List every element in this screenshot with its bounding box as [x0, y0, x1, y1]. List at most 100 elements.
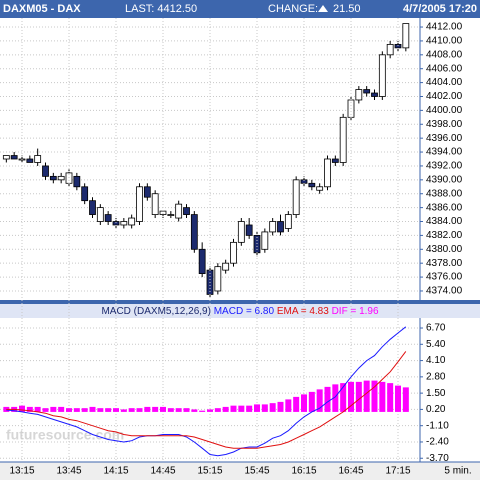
y-tick-label: 4398.00 — [426, 119, 463, 130]
change-value: 21.50 — [333, 3, 361, 15]
header-bar — [0, 0, 480, 18]
panel-divider — [0, 300, 480, 304]
candle-body — [331, 158, 339, 163]
histogram-bar — [97, 408, 104, 412]
candle-body — [316, 186, 324, 191]
candle-body — [284, 214, 292, 229]
histogram-bar — [120, 409, 127, 412]
y-tick-label: -1.10 — [426, 420, 449, 431]
candle-body — [253, 235, 261, 254]
histogram-bar — [199, 410, 206, 412]
y-tick-label: 4388.00 — [426, 188, 463, 199]
candle-body — [26, 158, 34, 163]
y-tick-label: 4378.00 — [426, 258, 463, 269]
x-tick-label: 14:45 — [150, 466, 175, 477]
y-tick-label: 4390.00 — [426, 174, 463, 185]
histogram-bar — [191, 409, 198, 412]
histogram-bar — [230, 405, 237, 412]
x-axis-bar — [0, 462, 480, 480]
candle-body — [104, 214, 112, 222]
legend-entry: EMA = 4.83 — [277, 306, 329, 317]
x-tick-label: 16:15 — [291, 466, 316, 477]
candle-body — [230, 241, 237, 264]
candle-body — [89, 200, 96, 215]
x-tick-label: 13:15 — [9, 466, 34, 477]
histogram-bar — [285, 399, 292, 412]
histogram-bar — [387, 383, 394, 412]
histogram-bar — [379, 381, 386, 412]
y-tick-label: 4386.00 — [426, 202, 463, 213]
candle-body — [57, 175, 65, 181]
last-price: LAST: 4412.50 — [125, 3, 197, 15]
candle-body — [143, 186, 151, 198]
candle-body — [378, 54, 386, 97]
candle-body — [120, 221, 128, 226]
candle-body — [34, 155, 42, 163]
histogram-bar — [26, 406, 33, 412]
candle-body — [269, 221, 277, 233]
y-tick-label: 4400.00 — [426, 105, 463, 116]
up-arrow — [318, 5, 328, 12]
candle-body — [339, 116, 347, 163]
y-tick-label: 4410.00 — [426, 36, 463, 47]
histogram-bar — [332, 384, 339, 412]
histogram-bar — [402, 387, 409, 412]
candle-body — [363, 89, 371, 94]
y-tick-label: 4402.00 — [426, 91, 463, 102]
histogram-bar — [19, 405, 25, 412]
y-tick-label: 0.20 — [426, 404, 446, 415]
y-tick-label: 4380.00 — [426, 244, 463, 255]
candle-body — [386, 43, 394, 56]
histogram-bar — [152, 406, 159, 412]
histogram-bar — [73, 408, 80, 412]
histogram-bar — [144, 406, 151, 412]
macd-line — [6, 351, 407, 449]
legend-entry: DIF = 1.96 — [332, 306, 379, 317]
chart-title: DAXM05 - DAX — [3, 3, 81, 15]
candle-body — [49, 175, 57, 181]
histogram-bar — [66, 408, 72, 412]
y-tick-label: 4404.00 — [426, 77, 463, 88]
candle-body — [151, 193, 159, 215]
histogram-bar — [355, 381, 362, 412]
histogram-bar — [42, 408, 49, 412]
candle-body — [292, 179, 300, 215]
x-tick-label: 17:15 — [385, 466, 410, 477]
x-tick-label: 15:45 — [244, 466, 269, 477]
histogram-bar — [261, 404, 268, 412]
y-tick-label: 4408.00 — [426, 49, 463, 60]
y-tick-label: 4384.00 — [426, 216, 463, 227]
candle-body — [73, 175, 81, 188]
macd-header-text: MACD (DAXM5,12,26,9) MACD = 6.80 EMA = 4… — [101, 306, 379, 317]
histogram-bar — [183, 408, 190, 412]
histogram-bar — [324, 386, 331, 412]
y-tick-label: 1.50 — [426, 388, 446, 399]
histogram-bar — [222, 406, 229, 412]
histogram-bar — [316, 389, 323, 412]
histogram-bar — [293, 396, 300, 412]
histogram-bar — [395, 385, 401, 412]
y-tick-label: -2.40 — [426, 437, 449, 448]
y-tick-label: 4382.00 — [426, 230, 463, 241]
histogram-bar — [340, 383, 347, 412]
x-tick-label: 13:45 — [56, 466, 81, 477]
candle-body — [96, 207, 104, 222]
candle-body — [222, 262, 230, 271]
candle-body — [175, 203, 183, 219]
candle-body — [245, 224, 253, 236]
histogram-bar — [238, 405, 245, 412]
histogram-bar — [81, 408, 88, 412]
x-tick-label: 16:45 — [338, 466, 363, 477]
histogram-bar — [348, 381, 354, 412]
watermark: futuresource.com — [6, 427, 124, 443]
histogram-bar — [301, 394, 307, 412]
histogram-bar — [371, 380, 378, 412]
histogram-bar — [269, 403, 276, 412]
histogram-bar — [34, 406, 41, 412]
candle-body — [183, 207, 190, 215]
y-tick-label: 2.80 — [426, 371, 446, 382]
histogram-bar — [128, 408, 135, 412]
candle-body — [2, 155, 10, 160]
candle-body — [371, 92, 378, 97]
candle-body — [355, 89, 363, 101]
